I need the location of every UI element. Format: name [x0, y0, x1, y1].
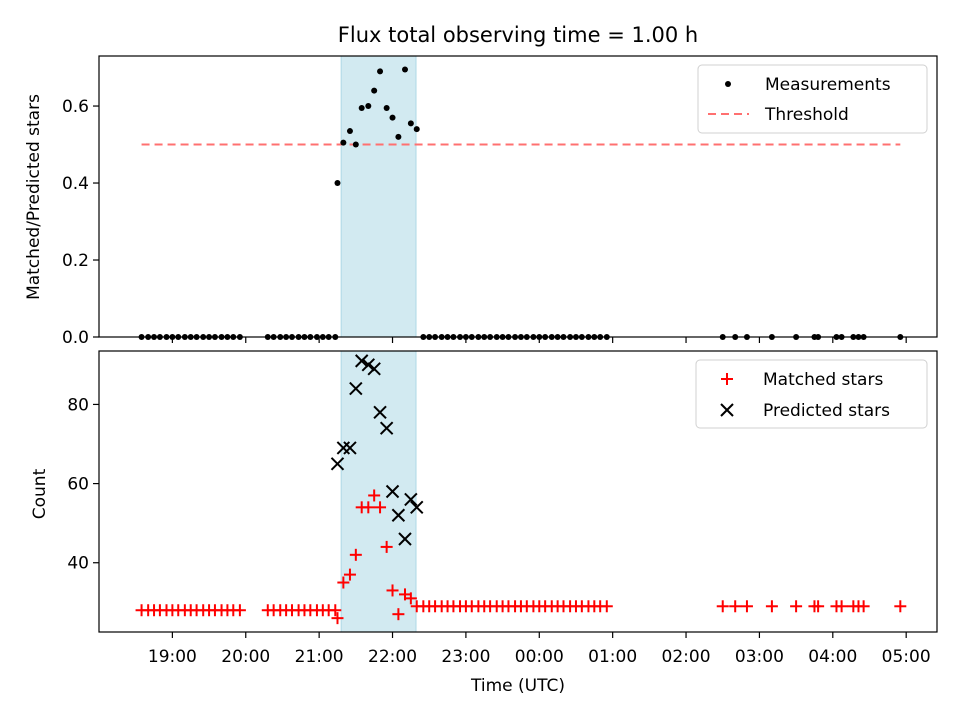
matched-stars-point: [368, 489, 381, 502]
matched-stars-point: [740, 600, 753, 613]
measurements-point: [377, 68, 384, 75]
top-observing-band: [340, 55, 417, 338]
xtick-label: 22:00: [368, 647, 417, 667]
matched-stars-point: [374, 501, 387, 514]
ratio-panel: 0.0 0.2 0.4 0.6 Matched/Predicted stars Mea…: [24, 55, 938, 348]
counts-panel: 40 60 80 19:00 20:00 21:00 22:00 23:00 00:00 01:…: [30, 350, 938, 696]
bot-observing-band: [340, 350, 417, 633]
matched-stars-point: [331, 612, 344, 625]
matched-stars-point: [765, 600, 778, 613]
legend-label-predicted: Predicted stars: [763, 401, 890, 421]
matched-stars-point: [386, 584, 399, 597]
counts-legend: Matched stars Predicted stars: [695, 359, 928, 429]
ratio-legend: Measurements Threshold: [697, 64, 928, 134]
counts-ylabel: Count: [30, 468, 50, 519]
figure-title: Flux total observing time = 1.00 h: [338, 23, 698, 47]
predicted-stars-point: [343, 441, 357, 455]
measurements-point: [395, 133, 402, 140]
ratio-plot-frame: [98, 55, 938, 338]
predicted-stars-point: [330, 457, 345, 471]
legend-label-matched: Matched stars: [763, 370, 883, 390]
matched-stars-point: [600, 600, 613, 613]
matched-stars-point: [362, 501, 375, 514]
xtick-label: 03:00: [735, 647, 784, 667]
measurements-point: [365, 103, 372, 110]
matched-stars-point: [349, 548, 362, 561]
predicted-stars-point: [354, 354, 369, 368]
measurements-point: [371, 87, 378, 94]
xtick-label: 00:00: [515, 647, 564, 667]
matched-stars-point: [716, 600, 729, 613]
legend-marker-measurements: [725, 81, 731, 87]
matched-stars-point: [790, 600, 803, 613]
predicted-stars-point: [367, 362, 381, 376]
predicted-stars-point: [398, 532, 412, 546]
predicted-stars-point: [410, 500, 424, 515]
top-ytick-label: 0.4: [62, 174, 89, 194]
measurements-point: [407, 120, 414, 127]
xtick-label: 21:00: [295, 647, 344, 667]
legend-marker-predicted: [720, 403, 734, 417]
ratio-ylabel: Matched/Predicted stars: [24, 94, 44, 300]
counts-xlabel: Time (UTC): [470, 676, 565, 696]
xtick-label: 02:00: [662, 647, 711, 667]
matched-stars-point: [380, 540, 393, 553]
matched-stars-point: [812, 600, 825, 613]
legend-label-threshold: Threshold: [764, 105, 849, 125]
xtick-label: 04:00: [808, 647, 857, 667]
measurements-point: [389, 114, 396, 121]
top-ytick-label: 0.0: [62, 328, 89, 348]
matched-stars-point: [233, 604, 246, 617]
measurements-point: [383, 104, 390, 111]
xtick-label: 20:00: [221, 647, 270, 667]
xtick-label: 05:00: [882, 647, 931, 667]
legend-marker-matched: [721, 373, 733, 385]
measurements-point: [340, 139, 347, 146]
predicted-stars-point: [404, 492, 418, 507]
bot-ytick-label: 40: [67, 554, 89, 574]
matched-stars-point: [894, 600, 907, 613]
predicted-stars-point: [361, 358, 376, 372]
measurements-point: [352, 141, 359, 148]
matched-stars-point: [337, 576, 350, 589]
xtick-label: 01:00: [588, 647, 637, 667]
matched-stars-point: [729, 600, 742, 613]
matched-stars-point: [857, 600, 870, 613]
legend-label-measurements: Measurements: [765, 75, 891, 95]
measurements-point: [346, 128, 353, 135]
measurements-point: [334, 180, 341, 187]
measurements-point: [358, 104, 365, 111]
matched-stars-point: [343, 568, 356, 581]
matched-stars-point: [392, 608, 405, 621]
bot-ytick-label: 60: [67, 475, 89, 495]
ratio-legend-box: [697, 64, 928, 134]
predicted-stars-point: [379, 421, 394, 435]
predicted-stars-point: [349, 381, 363, 396]
predicted-stars-point: [391, 508, 406, 522]
predicted-stars-point: [373, 405, 387, 420]
measurements-point: [401, 66, 408, 73]
xtick-label: 23:00: [441, 647, 490, 667]
matched-stars-point: [835, 600, 848, 613]
measurements-point: [413, 126, 420, 133]
counts-legend-box: [695, 359, 928, 429]
predicted-stars-point: [385, 484, 400, 499]
matched-stars-point: [329, 604, 342, 617]
matched-stars-point: [404, 592, 417, 605]
counts-plot-frame: [98, 350, 938, 633]
xtick-label: 19:00: [148, 647, 197, 667]
top-ytick-label: 0.2: [62, 251, 89, 271]
bot-ytick-label: 80: [67, 395, 89, 415]
top-ytick-label: 0.6: [62, 97, 89, 117]
